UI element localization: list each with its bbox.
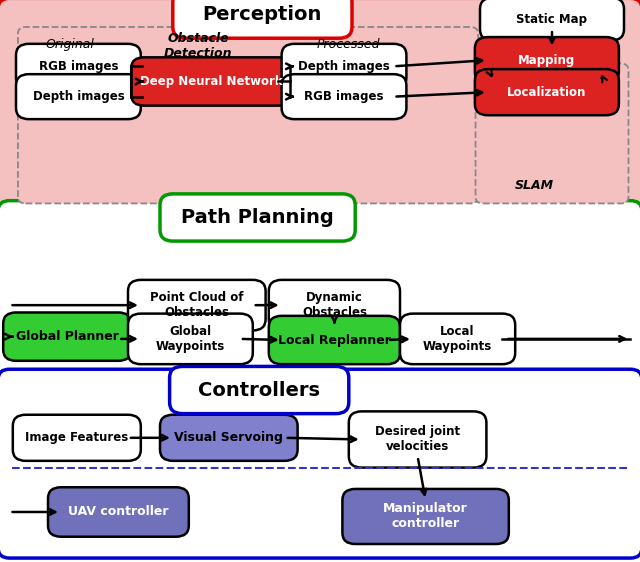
FancyBboxPatch shape	[476, 64, 628, 203]
FancyBboxPatch shape	[18, 27, 478, 203]
FancyBboxPatch shape	[48, 487, 189, 537]
Text: Static Map: Static Map	[516, 12, 588, 26]
Text: Dynamic
Obstacles: Dynamic Obstacles	[302, 291, 367, 319]
Text: Visual Servoing: Visual Servoing	[174, 431, 284, 445]
FancyBboxPatch shape	[342, 489, 509, 544]
Text: Obstacle
Detection: Obstacle Detection	[164, 32, 233, 60]
Text: Local Replanner: Local Replanner	[278, 333, 391, 347]
FancyBboxPatch shape	[400, 314, 515, 364]
FancyBboxPatch shape	[13, 415, 141, 461]
Text: Controllers: Controllers	[198, 380, 320, 400]
FancyBboxPatch shape	[170, 366, 349, 414]
Text: Depth images: Depth images	[33, 90, 124, 103]
FancyBboxPatch shape	[475, 37, 619, 83]
FancyBboxPatch shape	[0, 0, 640, 215]
Text: Manipulator
controller: Manipulator controller	[383, 502, 468, 531]
Text: Point Cloud of
Obstacles: Point Cloud of Obstacles	[150, 291, 244, 319]
FancyBboxPatch shape	[269, 316, 400, 364]
FancyBboxPatch shape	[282, 44, 406, 89]
Text: Perception: Perception	[203, 5, 322, 24]
Text: Desired joint
velocities: Desired joint velocities	[375, 425, 460, 454]
FancyBboxPatch shape	[16, 74, 141, 119]
FancyBboxPatch shape	[160, 415, 298, 461]
FancyBboxPatch shape	[269, 280, 400, 330]
Text: Original: Original	[46, 38, 95, 52]
FancyBboxPatch shape	[475, 69, 619, 115]
Text: Mapping: Mapping	[518, 53, 575, 67]
Text: Global
Waypoints: Global Waypoints	[156, 325, 225, 353]
FancyBboxPatch shape	[173, 0, 352, 38]
Text: Local
Waypoints: Local Waypoints	[423, 325, 492, 353]
Text: Deep Neural Network: Deep Neural Network	[140, 75, 282, 88]
FancyBboxPatch shape	[128, 280, 266, 330]
FancyBboxPatch shape	[349, 411, 486, 468]
FancyBboxPatch shape	[160, 194, 355, 241]
FancyBboxPatch shape	[3, 312, 131, 361]
Text: RGB images: RGB images	[38, 60, 118, 73]
Text: Processed: Processed	[317, 38, 381, 52]
Text: UAV controller: UAV controller	[68, 505, 169, 519]
Text: Depth images: Depth images	[298, 60, 390, 73]
Text: RGB images: RGB images	[304, 90, 384, 103]
Text: Path Planning: Path Planning	[181, 208, 334, 227]
Text: SLAM: SLAM	[515, 179, 554, 192]
FancyBboxPatch shape	[128, 314, 253, 364]
FancyBboxPatch shape	[0, 201, 640, 384]
FancyBboxPatch shape	[131, 57, 291, 106]
Text: Image Features: Image Features	[25, 431, 129, 445]
Text: Global Planner: Global Planner	[16, 330, 118, 343]
FancyBboxPatch shape	[480, 0, 624, 40]
FancyBboxPatch shape	[16, 44, 141, 89]
Text: Localization: Localization	[507, 85, 587, 99]
FancyBboxPatch shape	[282, 74, 406, 119]
FancyBboxPatch shape	[0, 369, 640, 558]
